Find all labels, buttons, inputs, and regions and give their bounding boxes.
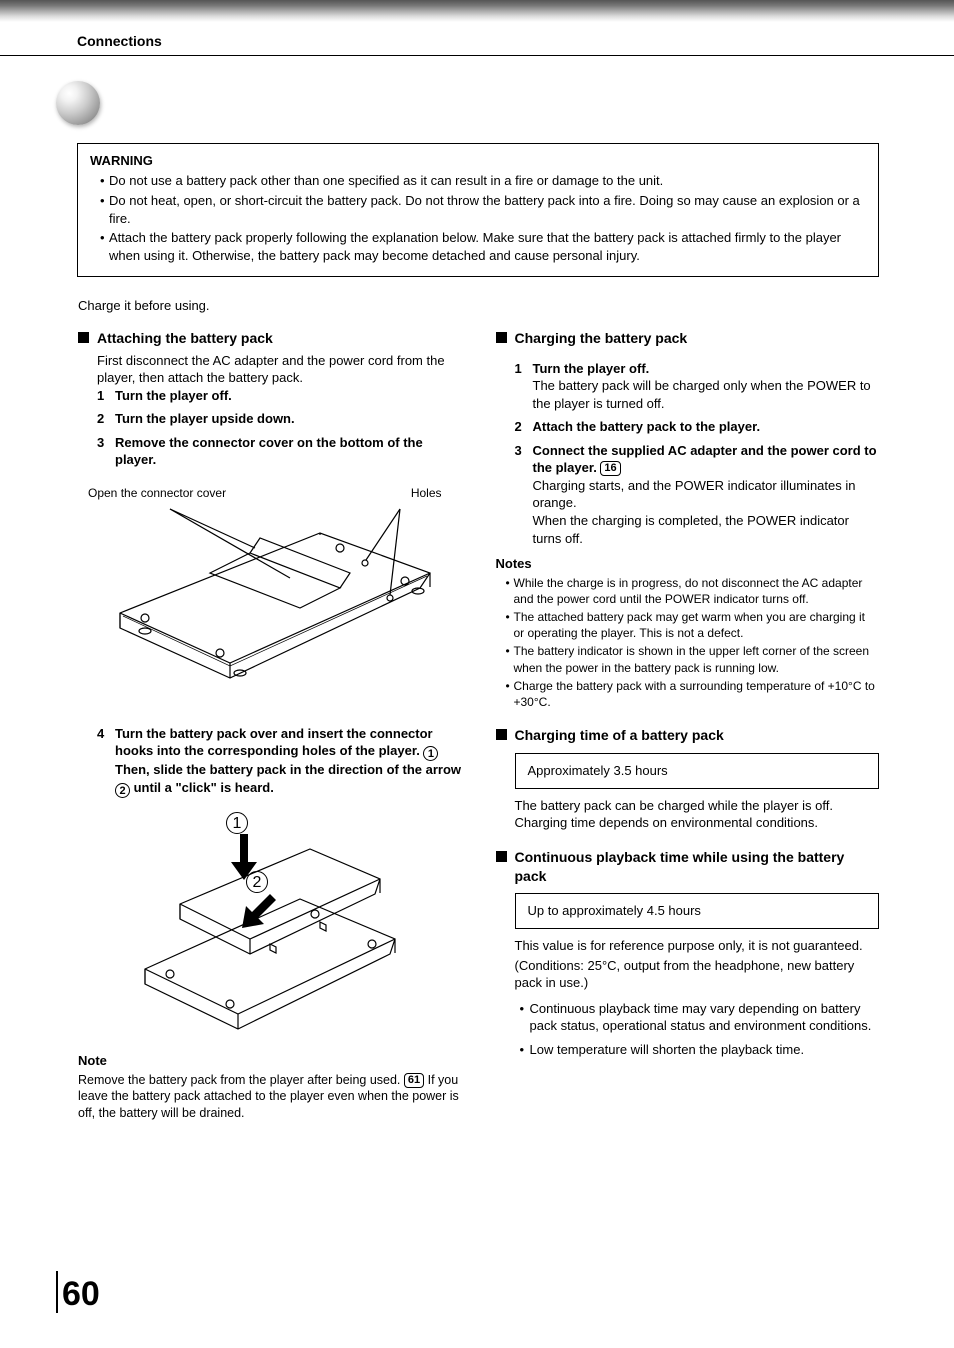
player-bottom-illustration xyxy=(90,503,450,713)
charging-notes-list: While the charge is in progress, do not … xyxy=(496,575,880,711)
step-title: Remove the connector cover on the bottom… xyxy=(115,435,423,468)
step-number: 2 xyxy=(515,418,533,436)
note-heading: Note xyxy=(78,1052,462,1070)
note-item: The battery indicator is shown in the up… xyxy=(506,643,880,675)
diagram1-left-label: Open the connector cover xyxy=(88,485,226,501)
note-item: The attached battery pack may get warm w… xyxy=(506,609,880,641)
playback-heading-text: Continuous playback time while using the… xyxy=(515,848,880,886)
attach-steps: 1 Turn the player off. 2 Turn the player… xyxy=(97,387,462,469)
step-body-text: Charging starts, and the POWER indicator… xyxy=(533,478,856,546)
charging-heading-text: Charging the battery pack xyxy=(515,329,688,348)
playback-heading: Continuous playback time while using the… xyxy=(496,848,880,886)
section-heading: Connections xyxy=(77,32,954,51)
right-column: Charging the battery pack 1 Turn the pla… xyxy=(496,329,880,1122)
warning-box: WARNING Do not use a battery pack other … xyxy=(77,143,879,277)
step-item: 2 Turn the player upside down. xyxy=(97,410,462,428)
charging-heading: Charging the battery pack xyxy=(496,329,880,348)
playback-bullets: Continuous playback time may vary depend… xyxy=(520,1000,880,1059)
playback-bullet: Continuous playback time may vary depend… xyxy=(520,1000,880,1035)
diagram1-right-label: Holes xyxy=(411,485,442,501)
step-title: Turn the player upside down. xyxy=(115,411,295,426)
warning-list: Do not use a battery pack other than one… xyxy=(90,172,866,264)
playback-bullet: Low temperature will shorten the playbac… xyxy=(520,1041,880,1059)
step-number: 4 xyxy=(97,725,115,798)
step4-line2b: until a "click" is heard. xyxy=(130,780,274,795)
diagram2-circ1-wrap: 1 xyxy=(226,812,256,834)
step-title-a: Connect the supplied AC adapter and the … xyxy=(533,443,877,476)
step4-line1: Turn the battery pack over and insert th… xyxy=(115,726,433,759)
step-number: 3 xyxy=(97,434,115,469)
charge-time-box: Approximately 3.5 hours xyxy=(515,753,880,789)
header-rule xyxy=(0,55,954,56)
note-text: Remove the battery pack from the player … xyxy=(78,1072,462,1123)
playback-after-b: (Conditions: 25°C, output from the headp… xyxy=(515,957,880,992)
step-item: 1 Turn the player off. xyxy=(97,387,462,405)
circled-1-large-icon: 1 xyxy=(226,812,248,834)
square-bullet-icon xyxy=(496,729,507,740)
step-number: 3 xyxy=(515,442,533,547)
diagram-1: Open the connector cover Holes xyxy=(78,485,462,715)
charge-time-heading-text: Charging time of a battery pack xyxy=(515,726,724,745)
page-ref-16: 16 xyxy=(600,461,620,476)
square-bullet-icon xyxy=(78,332,89,343)
note-item: Charge the battery pack with a surroundi… xyxy=(506,678,880,710)
step-number: 2 xyxy=(97,410,115,428)
step-item: 1 Turn the player off. The battery pack … xyxy=(515,360,880,413)
step-number: 1 xyxy=(515,360,533,413)
step-title: Attach the battery pack to the player. xyxy=(533,419,761,434)
step-4: 4 Turn the battery pack over and insert … xyxy=(97,725,462,798)
step-body-text: The battery pack will be charged only wh… xyxy=(533,378,871,411)
note-itemA: While the charge is in progress, do not … xyxy=(506,575,880,607)
note-text-a: Remove the battery pack from the player … xyxy=(78,1073,404,1087)
step4-body: Turn the battery pack over and insert th… xyxy=(115,725,462,798)
sphere-decoration xyxy=(56,81,100,125)
page-ref-61: 61 xyxy=(404,1073,424,1088)
circled-2-large-icon: 2 xyxy=(246,871,268,893)
intro-text: Charge it before using. xyxy=(78,297,954,315)
step-title: Turn the player off. xyxy=(115,388,232,403)
page-number-value: 60 xyxy=(62,1275,100,1313)
charge-time-after: The battery pack can be charged while th… xyxy=(515,797,880,832)
step-item: 2 Attach the battery pack to the player. xyxy=(515,418,880,436)
step-item: 3 Connect the supplied AC adapter and th… xyxy=(515,442,880,547)
square-bullet-icon xyxy=(496,332,507,343)
warning-item: Do not use a battery pack other than one… xyxy=(100,172,866,190)
charge-time-heading: Charging time of a battery pack xyxy=(496,726,880,745)
circled-1-icon: 1 xyxy=(423,746,438,761)
playback-time-box: Up to approximately 4.5 hours xyxy=(515,893,880,929)
warning-item: Do not heat, open, or short-circuit the … xyxy=(100,192,866,227)
left-column: Attaching the battery pack First disconn… xyxy=(78,329,462,1122)
charging-steps: 1 Turn the player off. The battery pack … xyxy=(515,360,880,547)
step-item: 3 Remove the connector cover on the bott… xyxy=(97,434,462,469)
playback-after-a: This value is for reference purpose only… xyxy=(515,937,880,955)
page-number-bar xyxy=(56,1271,58,1313)
attach-heading: Attaching the battery pack xyxy=(78,329,462,348)
step-number: 1 xyxy=(97,387,115,405)
battery-insert-illustration xyxy=(120,804,420,1044)
notes-heading: Notes xyxy=(496,555,880,573)
top-gradient-bar xyxy=(0,0,954,22)
attach-heading-text: Attaching the battery pack xyxy=(97,329,273,348)
step4-line2a: Then, slide the battery pack in the dire… xyxy=(115,762,461,777)
attach-lead: First disconnect the AC adapter and the … xyxy=(97,352,462,387)
warning-item: Attach the battery pack properly followi… xyxy=(100,229,866,264)
page-number: 60 xyxy=(56,1271,100,1318)
warning-title: WARNING xyxy=(90,152,866,170)
square-bullet-icon xyxy=(496,851,507,862)
circled-2-icon: 2 xyxy=(115,783,130,798)
diagram-2: 1 2 xyxy=(78,804,462,1044)
diagram2-circ2-wrap: 2 xyxy=(246,871,276,893)
step-title: Turn the player off. xyxy=(533,361,650,376)
